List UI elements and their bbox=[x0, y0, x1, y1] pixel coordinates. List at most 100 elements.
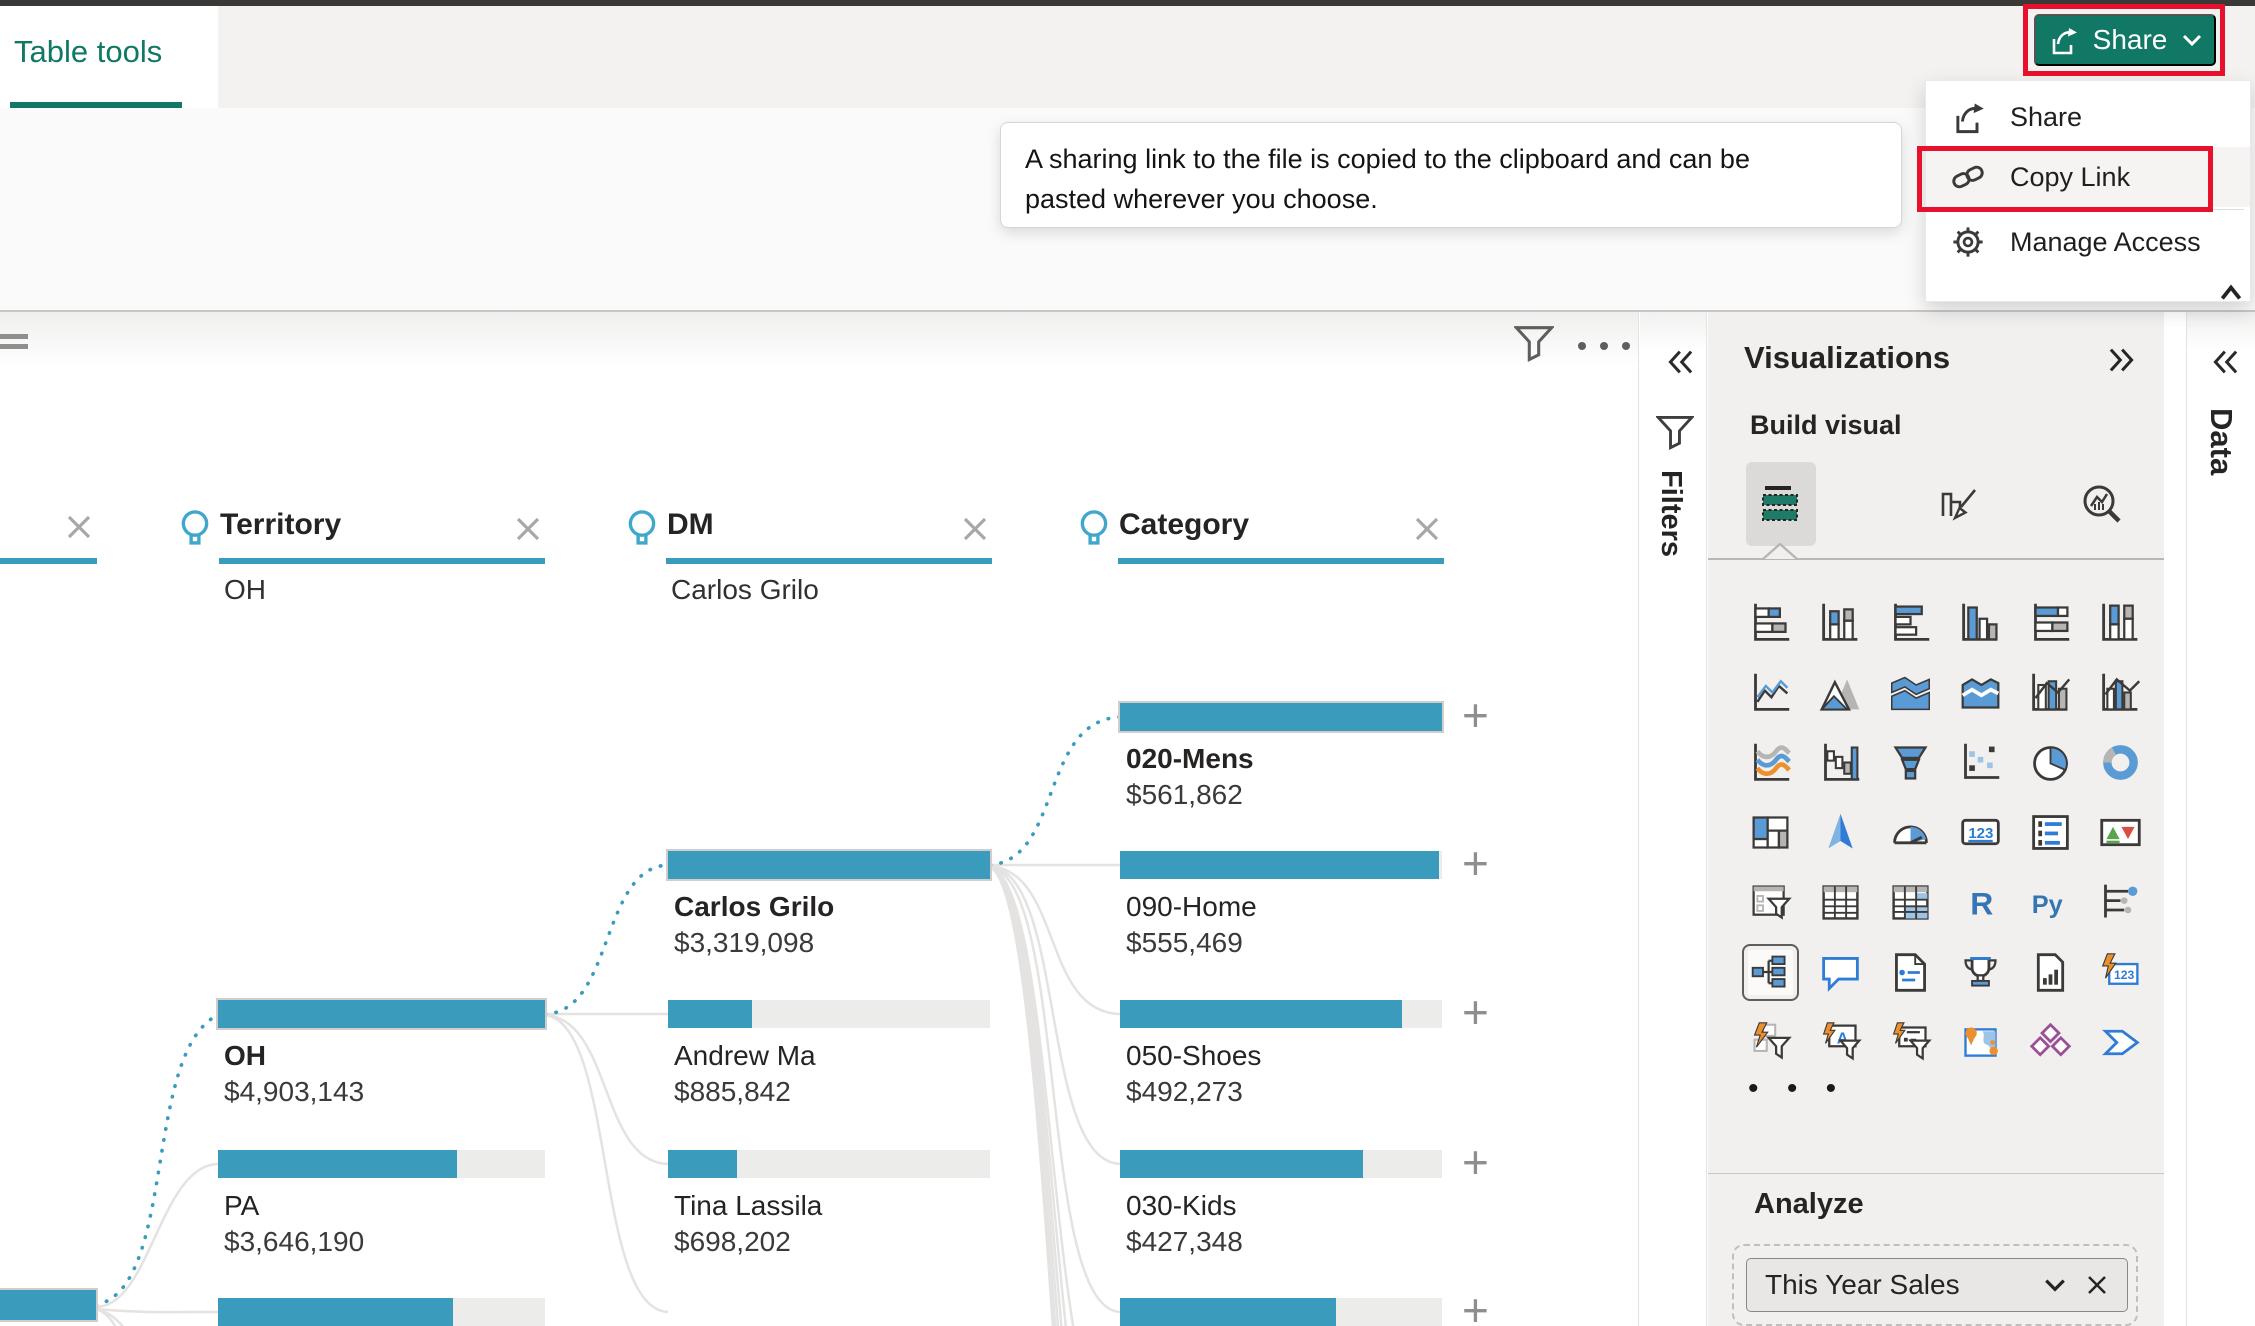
visual-type-r-script-visual[interactable] bbox=[1958, 880, 2003, 925]
data-pane-title[interactable]: Data bbox=[2204, 408, 2239, 476]
visual-type-scatter-chart[interactable] bbox=[1958, 740, 2003, 785]
menu-item-share-label: Share bbox=[2010, 101, 2083, 132]
tree-node-value: $555,469 bbox=[1126, 927, 1243, 958]
visual-type-stacked-bar-chart[interactable] bbox=[1748, 600, 1793, 645]
visual-type-q-and-a[interactable] bbox=[1818, 950, 1863, 995]
list-slicer-icon bbox=[1888, 1020, 1933, 1065]
share-button[interactable]: Share bbox=[2034, 14, 2216, 66]
menu-item-manage-access[interactable]: Manage Access bbox=[1926, 212, 2250, 272]
tree-node-030-kids[interactable]: 030-Kids $427,348 bbox=[1120, 1150, 1442, 1258]
tree-node-carlos-grilo[interactable]: Carlos Grilo $3,319,098 bbox=[668, 851, 990, 959]
tree-node-label: Andrew Ma bbox=[674, 1040, 816, 1071]
visual-type-hundred-stacked-area-chart[interactable] bbox=[1958, 670, 2003, 715]
tab-build-visual[interactable] bbox=[1757, 480, 1805, 528]
menu-item-share[interactable]: Share bbox=[1926, 87, 2250, 147]
visual-type-ribbon-chart[interactable] bbox=[1748, 740, 1793, 785]
visual-type-text-slicer[interactable] bbox=[1818, 1020, 1863, 1065]
close-icon[interactable] bbox=[960, 514, 990, 544]
visual-type-power-automate[interactable] bbox=[2098, 1020, 2143, 1065]
more-visuals-ellipsis[interactable]: • • • bbox=[1748, 1072, 1847, 1105]
tab-analytics[interactable] bbox=[2078, 480, 2126, 528]
visual-type-treemap[interactable] bbox=[1748, 810, 1793, 855]
visual-type-hundred-stacked-column-chart[interactable] bbox=[2098, 600, 2143, 645]
visual-type-python-visual[interactable] bbox=[2028, 880, 2073, 925]
tree-node[interactable] bbox=[1120, 1298, 1442, 1326]
collapse-ribbon-caret-icon[interactable] bbox=[2218, 282, 2244, 304]
tab-table-tools[interactable]: Table tools bbox=[0, 6, 218, 109]
visual-type-arcgis-map[interactable] bbox=[1958, 1020, 2003, 1065]
menu-handle-icon[interactable] bbox=[0, 334, 28, 354]
visual-type-slicer[interactable] bbox=[1748, 880, 1793, 925]
close-icon[interactable] bbox=[1412, 514, 1442, 544]
window-top-edge bbox=[0, 0, 2255, 6]
visual-type-clustered-bar-chart[interactable] bbox=[1888, 600, 1933, 645]
visual-type-multi-row-card[interactable] bbox=[2028, 810, 2073, 855]
visual-type-waterfall-chart[interactable] bbox=[1818, 740, 1863, 785]
expand-filters-icon[interactable] bbox=[1660, 346, 1694, 378]
visual-type-table[interactable] bbox=[1818, 880, 1863, 925]
remove-field-icon[interactable] bbox=[2085, 1273, 2109, 1297]
analyze-field-pill[interactable]: This Year Sales bbox=[1746, 1258, 2128, 1312]
visual-type-matrix[interactable] bbox=[1888, 880, 1933, 925]
expand-data-icon[interactable] bbox=[2205, 346, 2239, 378]
visual-more-options-icon[interactable] bbox=[1578, 342, 1630, 350]
visual-type-funnel-chart[interactable] bbox=[1888, 740, 1933, 785]
visual-type-stacked-area-chart[interactable] bbox=[1888, 670, 1933, 715]
expand-node-button[interactable]: + bbox=[1462, 837, 1489, 889]
visual-type-smart-narrative[interactable] bbox=[1888, 950, 1933, 995]
visual-type-card-new[interactable] bbox=[2098, 950, 2143, 995]
visual-type-stacked-column-chart[interactable] bbox=[1818, 600, 1863, 645]
text-slicer-icon bbox=[1818, 1020, 1863, 1065]
collapse-visualizations-icon[interactable] bbox=[2108, 344, 2142, 376]
menu-item-copy-link[interactable]: Copy Link bbox=[1926, 147, 2250, 207]
visual-type-gauge[interactable] bbox=[1888, 810, 1933, 855]
visual-type-button-slicer[interactable] bbox=[1748, 1020, 1793, 1065]
visual-type-card[interactable] bbox=[1958, 810, 2003, 855]
tree-node-pa[interactable]: PA $3,646,190 bbox=[218, 1150, 545, 1258]
visual-type-power-apps[interactable] bbox=[2028, 1020, 2073, 1065]
visual-type-line-and-stacked-column-chart[interactable] bbox=[2028, 670, 2073, 715]
filters-pane-title[interactable]: Filters bbox=[1655, 470, 1687, 558]
analyze-field-well[interactable]: This Year Sales bbox=[1732, 1244, 2138, 1326]
tab-format-visual[interactable] bbox=[1933, 480, 1981, 528]
chevron-down-icon[interactable] bbox=[2043, 1276, 2067, 1294]
tree-level-underline bbox=[666, 558, 992, 564]
visual-type-line-chart[interactable] bbox=[1748, 670, 1793, 715]
waterfall-chart-icon bbox=[1818, 740, 1863, 785]
build-visual-label: Build visual bbox=[1750, 410, 1902, 440]
tree-node-tina-lassila[interactable]: Tina Lassila $698,202 bbox=[668, 1150, 990, 1258]
expand-node-button[interactable]: + bbox=[1462, 1136, 1489, 1188]
expand-node-button[interactable]: + bbox=[1462, 986, 1489, 1038]
tree-node[interactable] bbox=[218, 1298, 545, 1326]
visual-type-paginated-report[interactable] bbox=[2028, 950, 2073, 995]
expand-node-button[interactable]: + bbox=[1462, 1284, 1489, 1326]
visual-type-area-chart[interactable] bbox=[1818, 670, 1863, 715]
lightbulb-icon[interactable] bbox=[1077, 508, 1111, 552]
lightbulb-icon[interactable] bbox=[625, 508, 659, 552]
visual-type-decomposition-tree[interactable] bbox=[1742, 944, 1799, 1001]
visual-type-kpi[interactable] bbox=[2098, 810, 2143, 855]
tree-node-andrew-ma[interactable]: Andrew Ma $885,842 bbox=[668, 1000, 990, 1108]
visual-type-map[interactable] bbox=[1818, 810, 1863, 855]
lightbulb-icon[interactable] bbox=[178, 508, 212, 552]
map-icon bbox=[1818, 810, 1863, 855]
close-icon[interactable] bbox=[513, 514, 543, 544]
tree-node-root[interactable] bbox=[0, 1290, 96, 1320]
visual-type-donut-chart[interactable] bbox=[2098, 740, 2143, 785]
analyze-divider bbox=[1708, 1173, 2164, 1174]
visual-type-metrics[interactable] bbox=[1958, 950, 2003, 995]
tree-node-oh[interactable]: OH $4,903,143 bbox=[218, 1000, 545, 1108]
visual-type-hundred-stacked-bar-chart[interactable] bbox=[2028, 600, 2073, 645]
visual-type-key-influencers[interactable] bbox=[2098, 880, 2143, 925]
tree-node-090-home[interactable]: 090-Home $555,469 bbox=[1120, 851, 1442, 959]
visual-type-clustered-column-chart[interactable] bbox=[1958, 600, 2003, 645]
tree-node-050-shoes[interactable]: 050-Shoes $492,273 bbox=[1120, 1000, 1442, 1108]
close-icon[interactable] bbox=[64, 512, 94, 542]
visual-type-line-and-clustered-column-chart[interactable] bbox=[2098, 670, 2143, 715]
expand-node-button[interactable]: + bbox=[1462, 689, 1489, 741]
tree-node-020-mens[interactable]: 020-Mens $561,862 bbox=[1120, 703, 1442, 811]
visual-type-pie-chart[interactable] bbox=[2028, 740, 2073, 785]
visual-type-list-slicer[interactable] bbox=[1888, 1020, 1933, 1065]
tree-level-title: Category bbox=[1119, 508, 1250, 541]
visual-type-gallery bbox=[1742, 600, 2143, 1065]
